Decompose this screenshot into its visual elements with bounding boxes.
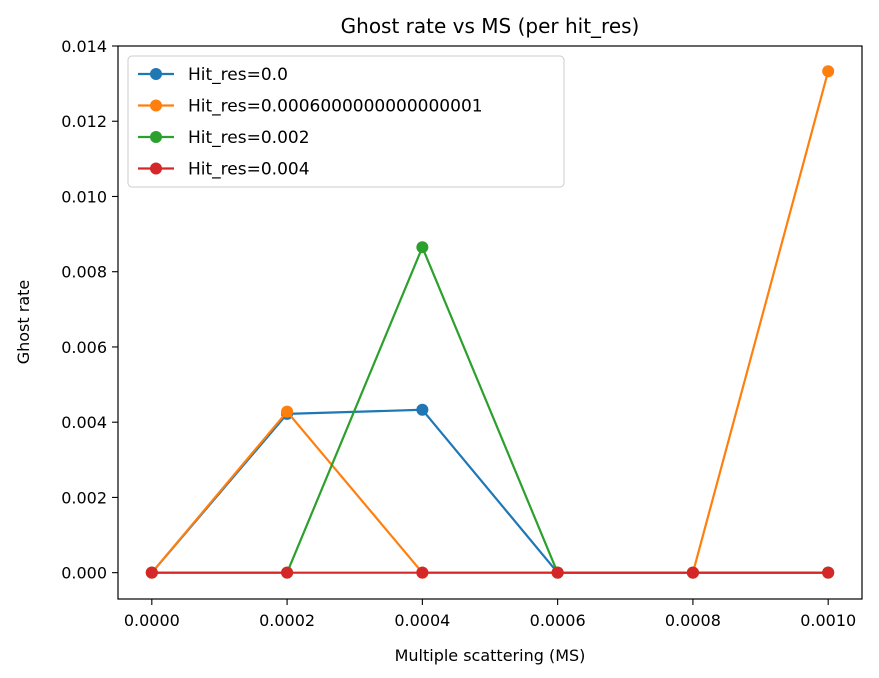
x-tick-label: 0.0006 bbox=[530, 611, 586, 630]
x-axis-label: Multiple scattering (MS) bbox=[395, 646, 586, 665]
legend-box bbox=[127, 55, 565, 188]
data-point bbox=[281, 405, 294, 418]
x-tick-label: 0.0002 bbox=[259, 611, 315, 630]
legend-marker bbox=[150, 162, 162, 175]
y-tick-label: 0.008 bbox=[61, 263, 107, 282]
legend-item: Hit_res=0.004 bbox=[138, 160, 310, 180]
data-point bbox=[145, 566, 158, 579]
plot-frame bbox=[117, 45, 863, 600]
data-point bbox=[281, 566, 294, 579]
data-point bbox=[416, 241, 429, 254]
x-tick-label: 0.0000 bbox=[124, 611, 180, 630]
y-tick-label: 0.002 bbox=[61, 488, 107, 507]
legend-marker bbox=[150, 131, 162, 143]
data-point bbox=[822, 65, 835, 78]
x-axis: 0.0000 0.0002 0.0004 0.0006 0.0008 0.0010 bbox=[124, 599, 856, 630]
legend-item: Hit_res=0.002 bbox=[138, 128, 310, 148]
x-tick-label: 0.0010 bbox=[800, 611, 856, 630]
legend-label: Hit_res=0.0006000000000000001 bbox=[188, 97, 483, 117]
legend-label: Hit_res=0.002 bbox=[188, 128, 310, 148]
y-tick-label: 0.006 bbox=[61, 338, 107, 357]
plot-area bbox=[145, 65, 835, 579]
data-point bbox=[416, 566, 429, 579]
y-axis-label: Ghost rate bbox=[14, 280, 33, 365]
series-2 bbox=[145, 241, 835, 579]
x-tick-label: 0.0008 bbox=[665, 611, 721, 630]
legend-label: Hit_res=0.004 bbox=[188, 160, 310, 180]
y-tick-label: 0.004 bbox=[61, 413, 107, 432]
legend-item: Hit_res=0.0006000000000000001 bbox=[138, 97, 483, 117]
legend-item: Hit_res=0.0 bbox=[138, 65, 288, 85]
legend: Hit_res=0.0 Hit_res=0.0006000000000000001… bbox=[127, 55, 565, 188]
series-line bbox=[150, 408, 829, 574]
data-point bbox=[416, 403, 429, 416]
legend-marker bbox=[150, 99, 162, 112]
series-line bbox=[151, 246, 829, 574]
data-point bbox=[822, 566, 835, 579]
data-point bbox=[686, 566, 699, 579]
data-point bbox=[551, 566, 564, 579]
y-tick-label: 0.010 bbox=[61, 187, 107, 206]
y-tick-label: 0.012 bbox=[61, 112, 107, 131]
chart-title: Ghost rate vs MS (per hit_res) bbox=[341, 14, 640, 38]
y-tick-label: 0.014 bbox=[61, 37, 107, 56]
y-tick-label: 0.000 bbox=[61, 564, 107, 583]
x-tick-label: 0.0004 bbox=[394, 611, 450, 630]
y-axis: 0.000 0.002 0.004 0.006 0.008 0.010 0.012 0.014 bbox=[61, 37, 118, 583]
series-3 bbox=[145, 566, 835, 579]
legend-marker bbox=[150, 68, 162, 80]
legend-label: Hit_res=0.0 bbox=[188, 65, 288, 85]
